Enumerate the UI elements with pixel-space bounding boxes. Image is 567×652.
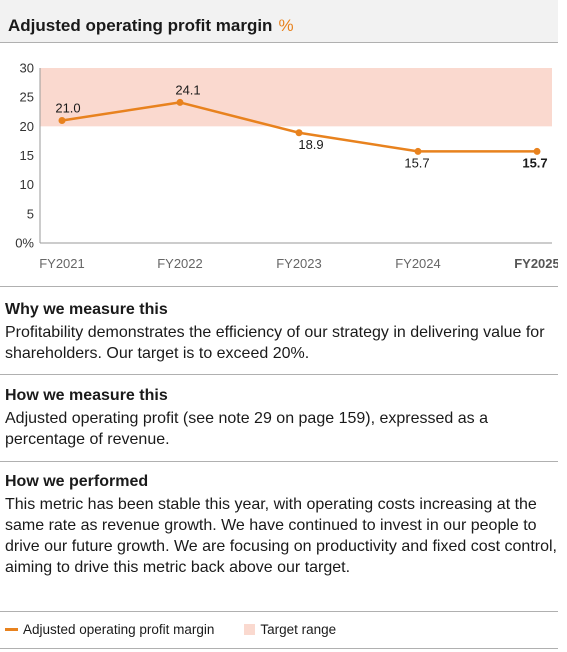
x-tick-label: FY2025 (514, 256, 558, 271)
legend-line-swatch (5, 628, 18, 631)
data-point (58, 117, 66, 124)
y-tick-label: 0% (15, 236, 34, 251)
data-point (414, 147, 422, 155)
y-tick-label: 25 (20, 90, 34, 105)
how-we-performed-section: How we performed This metric has been st… (5, 472, 558, 578)
x-tick-label: FY2024 (395, 256, 441, 271)
y-tick-label: 5 (27, 206, 34, 221)
data-label: 21.0 (55, 101, 80, 116)
x-tick-label: FY2021 (39, 256, 85, 271)
x-tick-label: FY2022 (157, 256, 203, 271)
why-we-measure-section: Why we measure this Profitability demons… (5, 300, 558, 364)
data-label: 15.7 (522, 155, 547, 170)
chart-unit: % (278, 16, 294, 35)
why-we-measure-heading: Why we measure this (5, 301, 168, 318)
data-point (176, 98, 184, 106)
section-divider (0, 374, 558, 375)
data-label: 24.1 (175, 82, 200, 97)
chart-bottom-divider (0, 286, 558, 287)
y-tick-label: 20 (20, 119, 34, 134)
y-tick-label: 10 (20, 177, 34, 192)
section-divider (0, 611, 558, 612)
how-we-performed-heading: How we performed (5, 473, 149, 490)
why-we-measure-body: Profitability demonstrates the efficienc… (5, 324, 545, 362)
legend-target-swatch (244, 624, 256, 635)
chart-header: Adjusted operating profit margin% (0, 0, 558, 43)
bottom-divider (0, 648, 558, 649)
data-label: 15.7 (404, 155, 429, 170)
chart-title: Adjusted operating profit margin% (8, 16, 294, 36)
chart-legend: Adjusted operating profit margin Target … (5, 622, 336, 637)
y-tick-label: 30 (20, 61, 34, 76)
chart-title-text: Adjusted operating profit margin (8, 16, 273, 35)
legend-series-label: Adjusted operating profit margin (23, 622, 215, 637)
how-we-measure-heading: How we measure this (5, 387, 168, 404)
y-tick-label: 15 (20, 148, 34, 163)
line-chart: 0% 5 10 15 20 25 30 FY2021 FY2022 FY2023 FY2024 FY2… (15, 61, 558, 272)
section-divider (0, 461, 558, 462)
x-tick-label: FY2023 (276, 256, 322, 271)
legend-target-label: Target range (260, 622, 337, 637)
data-point (533, 147, 541, 155)
data-label: 18.9 (298, 137, 323, 152)
how-we-measure-section: How we measure this Adjusted operating p… (5, 386, 558, 450)
how-we-measure-body: Adjusted operating profit (see note 29 o… (5, 410, 488, 448)
how-we-performed-body: This metric has been stable this year, w… (5, 496, 557, 576)
data-point (295, 129, 303, 137)
target-range-band (40, 68, 552, 127)
